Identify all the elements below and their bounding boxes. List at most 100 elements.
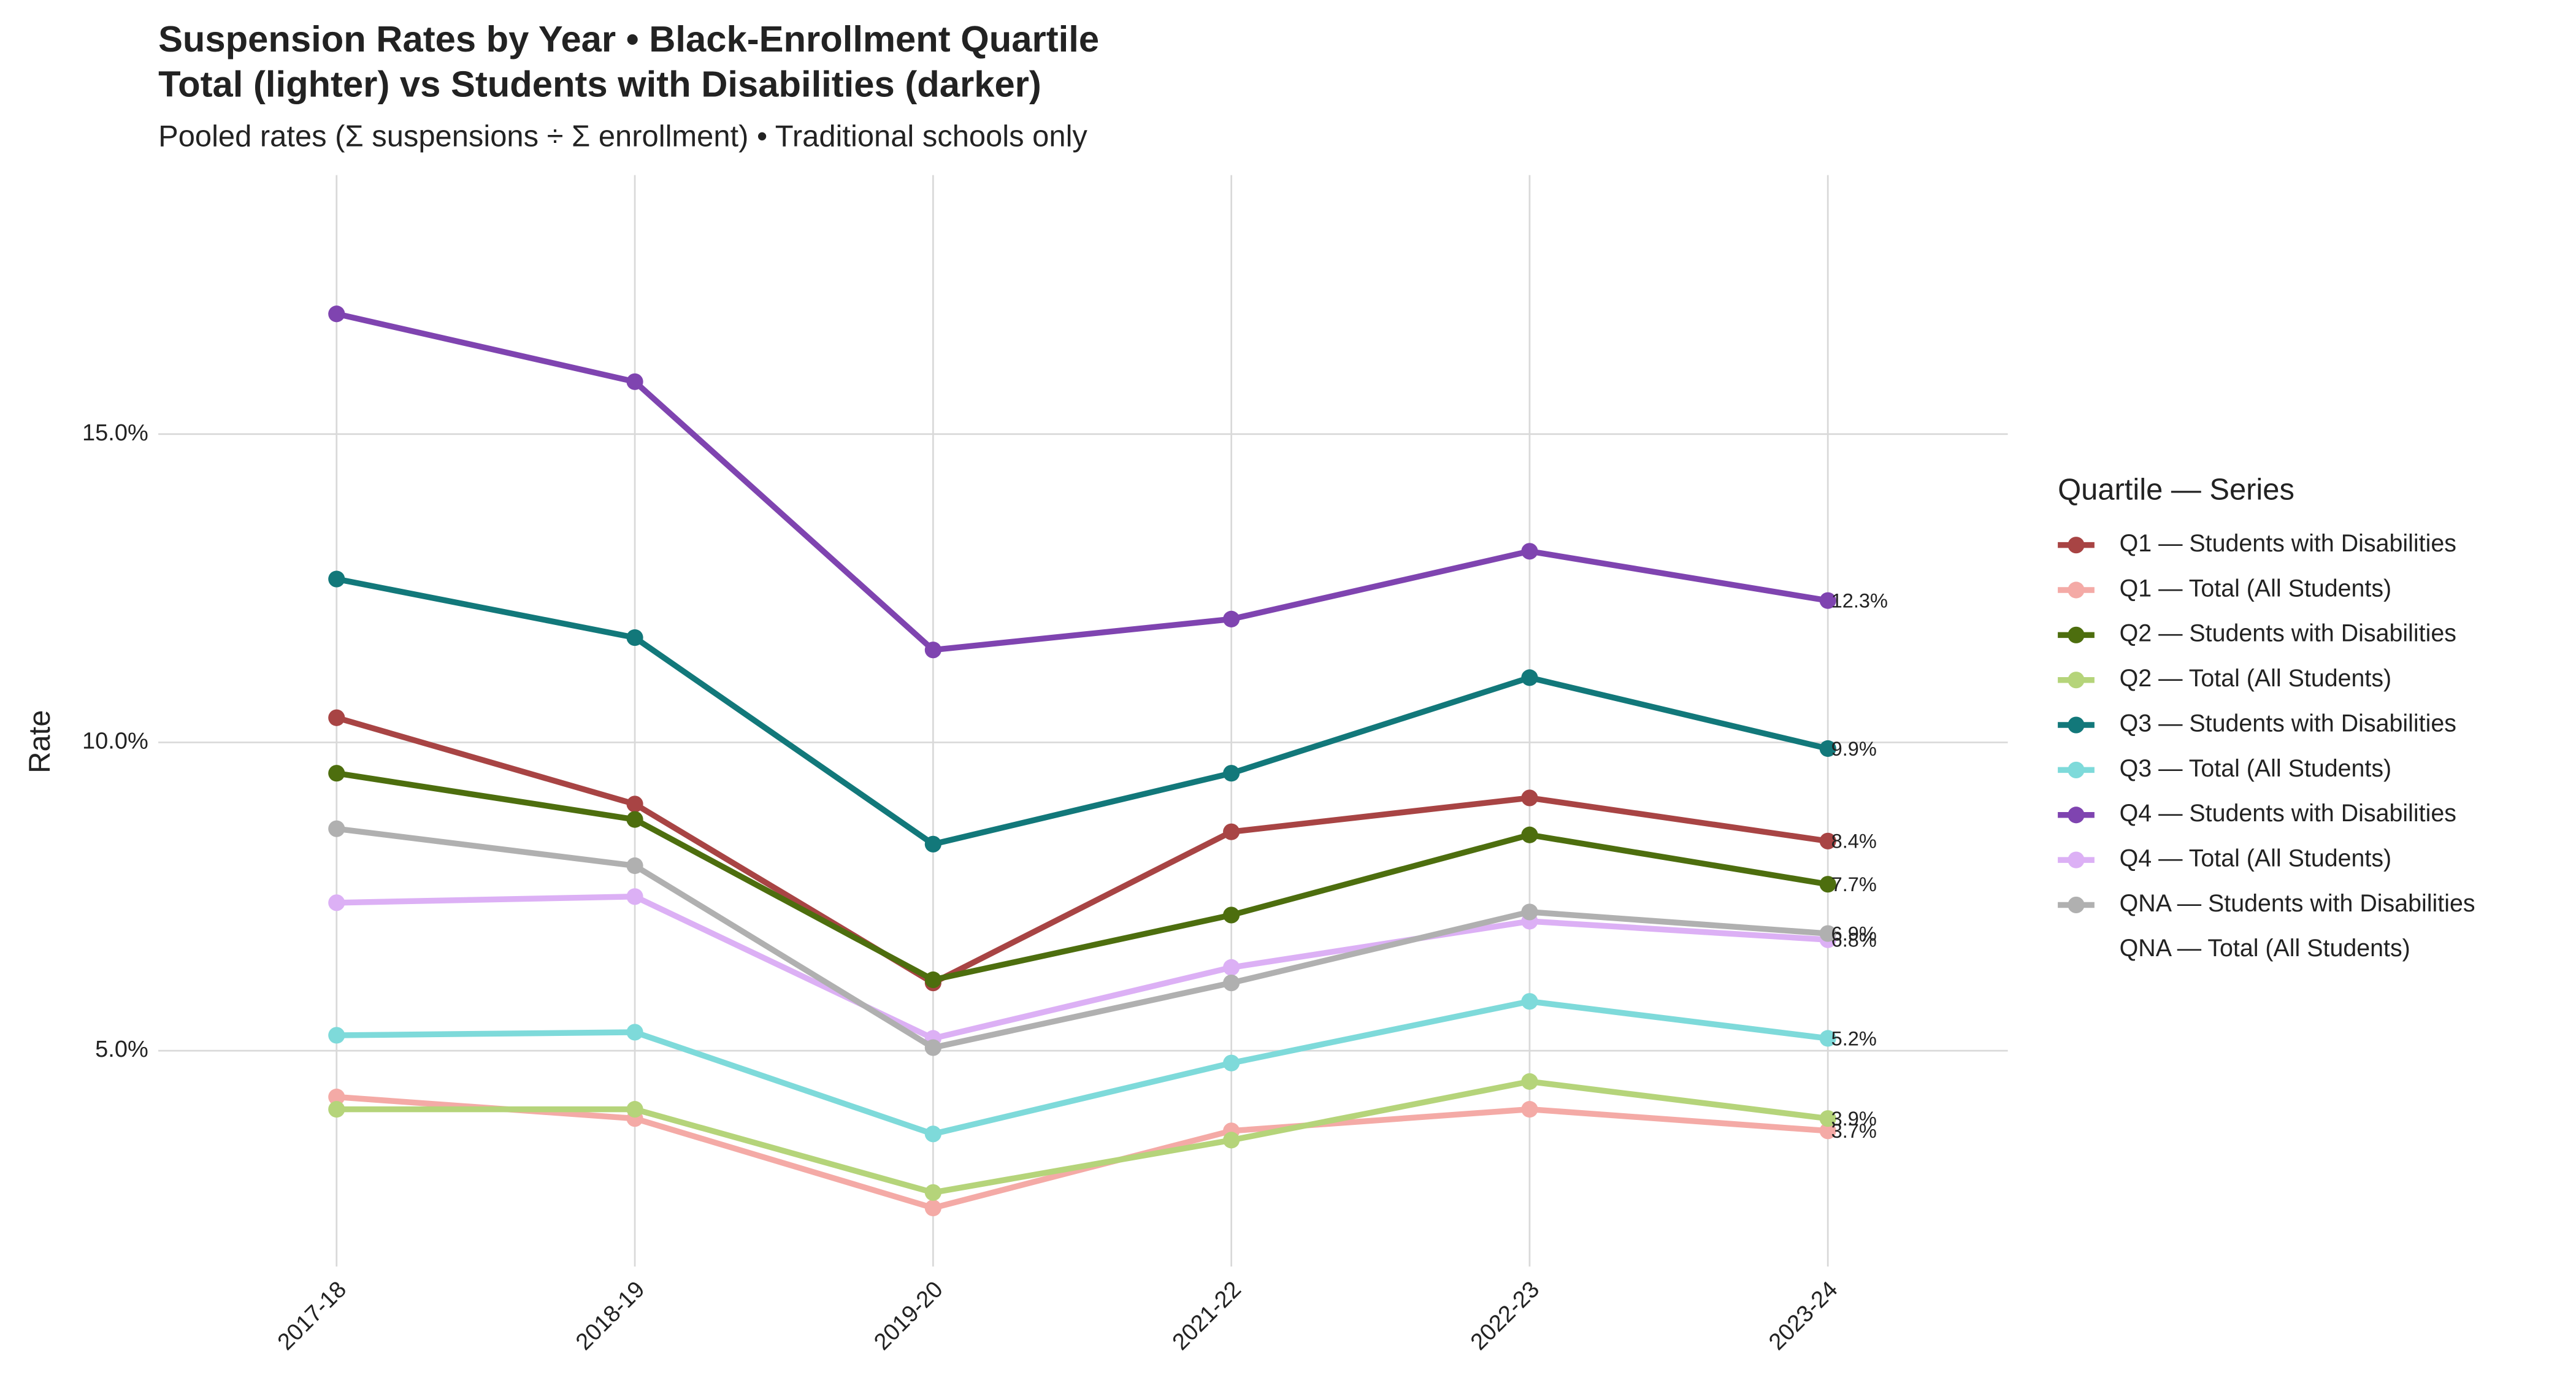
data-label: 5.2% xyxy=(1831,1027,1877,1049)
data-point xyxy=(1223,1132,1240,1149)
legend-label: QNA — Students with Disabilities xyxy=(2120,890,2475,917)
data-point xyxy=(626,629,643,646)
legend-label: Q3 — Total (All Students) xyxy=(2120,755,2392,782)
data-point xyxy=(1819,1110,1836,1127)
data-point xyxy=(1521,826,1538,843)
legend-key xyxy=(2068,807,2085,824)
data-point xyxy=(924,1039,941,1056)
data-label: 7.7% xyxy=(1831,873,1877,895)
data-point xyxy=(328,709,345,726)
data-point xyxy=(924,1199,941,1217)
legend-key xyxy=(2068,896,2085,914)
y-tick-label: 15.0% xyxy=(82,420,148,446)
data-point xyxy=(328,820,345,837)
data-label: 3.9% xyxy=(1831,1107,1877,1130)
series-line xyxy=(335,311,1828,653)
legend-label: Q1 — Total (All Students) xyxy=(2120,575,2392,602)
data-point xyxy=(1521,789,1538,807)
legend-key xyxy=(2068,761,2085,778)
series-line xyxy=(335,576,1829,848)
data-point xyxy=(626,373,643,390)
chart-subtitle: Pooled rates (Σ suspensions ÷ Σ enrollme… xyxy=(158,120,1087,153)
data-point xyxy=(1521,1101,1538,1118)
series-line xyxy=(336,826,1828,1051)
data-point xyxy=(1521,993,1538,1010)
series-line xyxy=(336,1078,1828,1196)
data-point xyxy=(1521,669,1538,686)
data-point xyxy=(626,811,643,828)
legend-label: Q4 — Students with Disabilities xyxy=(2120,800,2456,827)
data-point xyxy=(924,835,941,853)
data-point xyxy=(1223,907,1240,924)
data-point xyxy=(328,1027,345,1044)
data-label: 9.9% xyxy=(1831,737,1877,760)
legend-label: QNA — Total (All Students) xyxy=(2120,935,2410,962)
data-point xyxy=(924,1184,941,1201)
data-point xyxy=(1819,876,1836,893)
series-line xyxy=(336,894,1828,1041)
x-tick-label: 2022-23 xyxy=(1466,1276,1544,1355)
x-tick-label: 2018-19 xyxy=(571,1276,650,1355)
data-label: 8.4% xyxy=(1831,830,1877,853)
legend-key xyxy=(2068,672,2085,689)
data-point xyxy=(1223,974,1240,992)
legend-label: Q1 — Students with Disabilities xyxy=(2120,530,2456,557)
data-point xyxy=(328,894,345,911)
data-point xyxy=(626,888,643,905)
data-point xyxy=(1223,1054,1240,1071)
y-tick-label: 10.0% xyxy=(82,728,148,754)
legend-label: Q2 — Total (All Students) xyxy=(2120,665,2392,692)
data-point xyxy=(626,1101,643,1118)
legend-label: Q2 — Students with Disabilities xyxy=(2120,620,2456,647)
series-line xyxy=(335,715,1828,986)
data-label: 6.9% xyxy=(1831,922,1877,945)
data-point xyxy=(924,1125,941,1143)
data-label: 6.8% xyxy=(1831,928,1877,951)
x-tick-label: 2021-22 xyxy=(1168,1276,1246,1355)
legend-key xyxy=(2068,581,2085,599)
data-label: 3.7% xyxy=(1831,1119,1877,1142)
data-point xyxy=(328,1088,345,1106)
data-point xyxy=(1223,959,1240,976)
legend-key xyxy=(2068,537,2085,554)
data-point xyxy=(626,857,643,875)
data-point xyxy=(626,1024,643,1041)
legend-key xyxy=(2068,716,2085,734)
data-point xyxy=(328,765,345,782)
data-point xyxy=(1223,765,1240,782)
legend-label: Q3 — Students with Disabilities xyxy=(2120,710,2456,737)
data-point xyxy=(1819,1030,1836,1047)
data-point xyxy=(1223,610,1240,627)
data-point xyxy=(924,971,941,989)
legend-label: Q4 — Total (All Students) xyxy=(2120,845,2392,872)
series-line xyxy=(336,1094,1828,1211)
data-point xyxy=(1819,832,1836,849)
data-point xyxy=(1819,1122,1836,1140)
data-point xyxy=(1521,543,1538,560)
grid xyxy=(158,175,2008,1267)
data-point xyxy=(328,570,345,588)
chart-title: Total (lighter) vs Students with Disabil… xyxy=(158,63,1041,104)
legend-title: Quartile — Series xyxy=(2058,473,2294,507)
data-point xyxy=(1521,1073,1538,1090)
data-point xyxy=(1819,592,1836,609)
data-point xyxy=(1223,823,1240,840)
data-label: 12.3% xyxy=(1831,589,1888,612)
data-point xyxy=(1819,740,1836,757)
data-point xyxy=(626,795,643,813)
y-tick-label: 5.0% xyxy=(95,1037,148,1062)
series-line xyxy=(336,770,1828,983)
y-axis-label: Rate xyxy=(23,710,56,773)
data-point xyxy=(328,305,345,323)
series-line xyxy=(336,998,1828,1137)
x-tick-label: 2019-20 xyxy=(869,1276,948,1355)
data-point xyxy=(1819,925,1836,942)
x-tick-label: 2017-18 xyxy=(273,1276,351,1355)
data-point xyxy=(924,642,941,659)
data-point xyxy=(328,1101,345,1118)
data-point xyxy=(1521,903,1538,921)
chart-title: Suspension Rates by Year • Black-Enrollm… xyxy=(158,18,1099,59)
x-tick-label: 2023-24 xyxy=(1764,1276,1842,1355)
legend-key xyxy=(2068,851,2085,868)
